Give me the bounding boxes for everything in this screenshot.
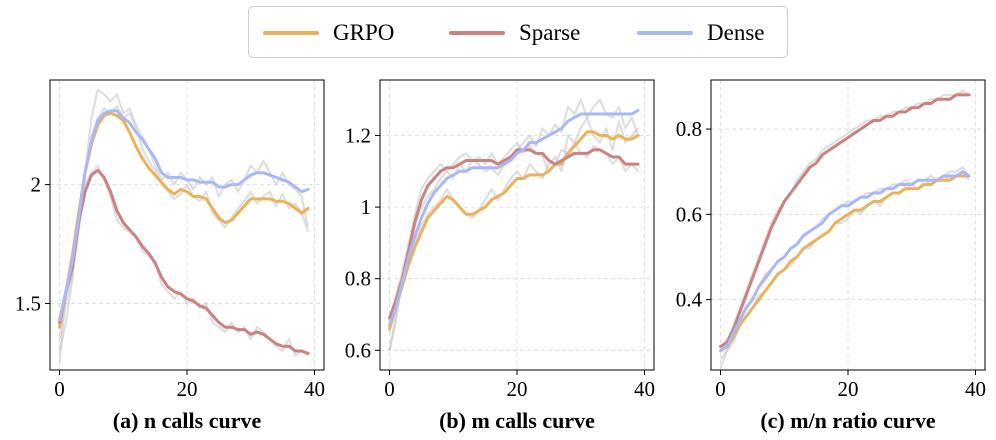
panel-1-line-sparse xyxy=(58,168,310,355)
panel-2-ytick-label-0_6: 0.6 xyxy=(345,338,371,362)
panel-2-raw-line-sparse xyxy=(388,141,639,333)
panel-1-raw-line-grpo xyxy=(58,105,310,352)
panel-2-ytick-label-1: 1 xyxy=(361,195,372,219)
legend-label-dense: Dense xyxy=(707,20,765,45)
panel-1-raw-line-dense xyxy=(58,88,310,363)
panel-3-line-grpo xyxy=(719,174,971,353)
panel-2-raw-line-dense xyxy=(388,98,640,351)
legend: GRPO Sparse Dense xyxy=(248,6,788,58)
panel-3-ytick-label-0_4: 0.4 xyxy=(676,288,703,312)
panel-1-title: (a) n calls curve xyxy=(113,408,262,433)
panel-3: 0 20 40 0.4 0.6 0.8 (c) m/n ratio curve xyxy=(676,79,986,433)
legend-label-grpo: GRPO xyxy=(333,20,395,45)
panel-3-title: (c) m/n ratio curve xyxy=(760,408,936,433)
panel-3-xtick-label-20: 20 xyxy=(838,377,859,401)
panel-1-xtick-label-0: 0 xyxy=(54,377,65,401)
panel-1-xtick-label-40: 40 xyxy=(304,377,325,401)
panel-2-line-grpo xyxy=(388,130,640,331)
panel-2-xtick-label-20: 20 xyxy=(507,377,528,401)
panel-3-xtick-label-0: 0 xyxy=(715,377,726,401)
panel-2-raw-line-grpo xyxy=(388,116,639,351)
panel-2-title: (b) m calls curve xyxy=(439,408,595,433)
panel-2-xtick-label-40: 40 xyxy=(634,377,655,401)
panel-2-xtick-label-0: 0 xyxy=(384,377,395,401)
panel-2-ytick-label-0_8: 0.8 xyxy=(345,267,371,291)
legend-item-grpo: GRPO xyxy=(263,7,394,59)
panel-3-ytick-label-0_8: 0.8 xyxy=(676,117,702,141)
legend-swatch-dense xyxy=(637,31,693,35)
panel-2-line-sparse xyxy=(388,148,640,320)
legend-swatch-grpo xyxy=(263,31,319,35)
panel-2-ytick-label-1_2: 1.2 xyxy=(345,123,371,147)
panel-1-ytick-label-2: 2 xyxy=(31,173,42,197)
panel-1-line-grpo xyxy=(58,111,310,329)
panel-1-xtick-label-20: 20 xyxy=(177,377,198,401)
legend-item-sparse: Sparse xyxy=(449,7,580,59)
panel-1-line-dense xyxy=(58,109,310,322)
panel-3-line-dense xyxy=(719,170,971,353)
panel-1-ytick-label-1_5: 1.5 xyxy=(15,291,41,315)
legend-swatch-sparse xyxy=(449,31,505,35)
panel-2: 0 20 40 0.6 0.8 1 1.2 (b) m calls curve xyxy=(345,79,655,433)
legend-item-dense: Dense xyxy=(637,7,764,59)
panel-2-line-dense xyxy=(388,108,640,327)
legend-label-sparse: Sparse xyxy=(519,20,581,45)
panel-1: 0 20 40 1.5 2 (a) n calls curve xyxy=(15,79,325,433)
panel-3-line-sparse xyxy=(719,93,971,349)
panel-3-ytick-label-0_6: 0.6 xyxy=(676,202,702,226)
panel-3-xtick-label-40: 40 xyxy=(965,377,986,401)
